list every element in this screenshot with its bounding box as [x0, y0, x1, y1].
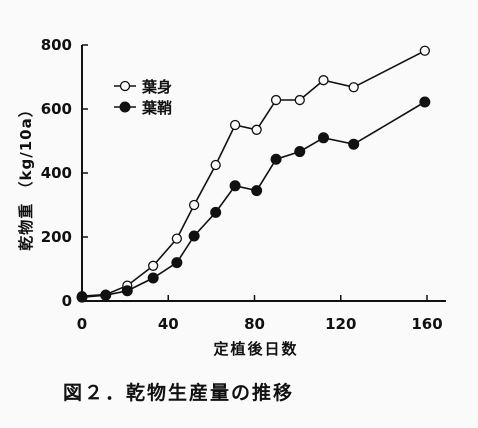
axis-ticks: 0 40 80 120 160 0 200 400 600 800	[41, 36, 443, 333]
data-point-leaf-blade	[229, 119, 241, 131]
data-point-leaf-sheath	[229, 180, 241, 192]
data-point-leaf-sheath	[100, 289, 112, 301]
y-axis-label: 乾物重 （kg/10a）	[17, 101, 35, 250]
data-point-leaf-blade	[171, 233, 183, 244]
data-point-leaf-sheath	[210, 206, 222, 218]
legend-label-leaf-blade: 葉身	[141, 78, 172, 96]
y-tick-label: 200	[41, 228, 72, 246]
x-tick-label: 120	[325, 315, 356, 333]
plot-area: 0 40 80 120 160 0 200 400 600 800	[41, 36, 446, 333]
series-line-leaf-blade	[81, 50, 426, 297]
y-tick-label: 400	[41, 164, 72, 182]
data-point-leaf-sheath	[121, 285, 133, 297]
data-point-leaf-sheath	[294, 146, 306, 158]
x-tick-label: 40	[158, 315, 179, 333]
data-point-leaf-sheath	[270, 153, 282, 165]
data-point-leaf-blade	[348, 82, 359, 93]
series-points	[76, 45, 431, 303]
y-tick-label: 0	[62, 292, 72, 310]
data-point-leaf-blade	[210, 159, 221, 171]
data-point-leaf-blade	[270, 94, 282, 106]
series-lines	[81, 50, 426, 298]
data-point-leaf-blade	[148, 260, 159, 271]
data-point-leaf-sheath	[147, 272, 159, 284]
figure-caption: 図２．乾物生産量の推移	[63, 381, 294, 404]
data-point-leaf-sheath	[171, 257, 183, 269]
data-point-leaf-blade	[419, 45, 430, 56]
legend: 葉身 葉鞘	[114, 78, 172, 117]
x-axis-label: 定植後日数	[213, 340, 298, 358]
legend-label-leaf-sheath: 葉鞘	[141, 99, 172, 117]
legend-marker-leaf-sheath	[119, 101, 131, 113]
x-tick-label: 80	[244, 315, 265, 333]
legend-marker-leaf-blade	[119, 80, 131, 92]
x-tick-label: 0	[77, 315, 87, 333]
data-point-leaf-blade	[188, 199, 200, 211]
data-point-leaf-sheath	[419, 96, 431, 108]
data-point-leaf-blade	[318, 75, 329, 86]
y-tick-label: 800	[41, 36, 72, 54]
data-point-leaf-sheath	[76, 291, 88, 303]
data-point-leaf-blade	[251, 124, 262, 135]
data-point-leaf-sheath	[251, 185, 263, 197]
data-point-leaf-sheath	[318, 132, 329, 144]
data-point-leaf-blade	[294, 94, 305, 106]
y-tick-label: 600	[41, 100, 72, 118]
data-point-leaf-sheath	[188, 230, 200, 242]
x-tick-label: 160	[411, 315, 442, 333]
data-point-leaf-sheath	[348, 138, 360, 150]
